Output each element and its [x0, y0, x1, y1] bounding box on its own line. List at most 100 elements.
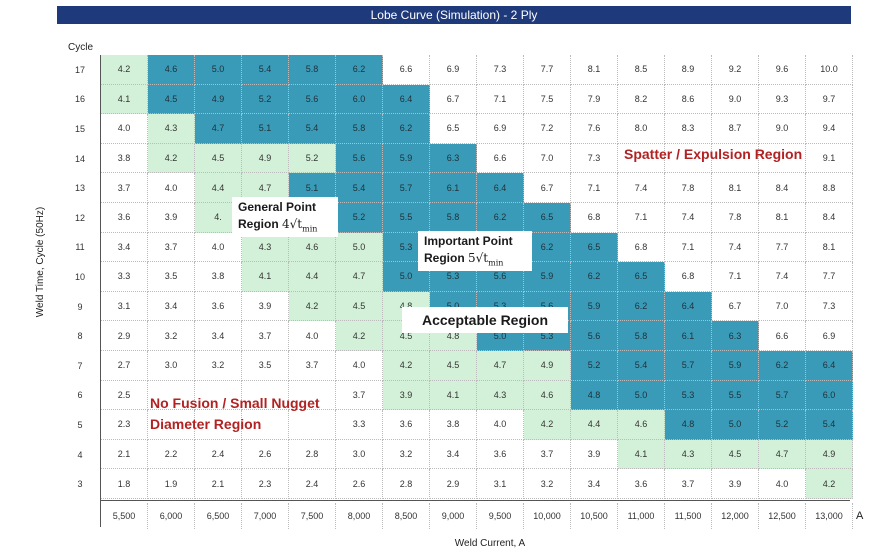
x-tick-label: 11,500 [665, 503, 712, 529]
heatmap-cell: 8.9 [665, 55, 712, 85]
heatmap-cell: 5.4 [242, 55, 289, 85]
heatmap-cell: 5.8 [430, 203, 477, 233]
heatmap-cell: 7.6 [571, 114, 618, 144]
important-formula-sub: min [488, 258, 504, 268]
heatmap-cell: 5.2 [759, 410, 806, 440]
heatmap-cell: 5.5 [383, 203, 430, 233]
heatmap-cell: 5.9 [383, 143, 430, 174]
x-tick-label: 8,000 [336, 503, 383, 529]
heatmap-cell: 8.5 [618, 55, 665, 85]
heatmap-cell: 4.2 [148, 143, 195, 174]
heatmap-cell: 3.0 [336, 439, 383, 470]
heatmap-cell: 3.5 [242, 351, 289, 381]
y-tick-label: 4 [77, 449, 83, 460]
heatmap-cell: 6.1 [430, 173, 477, 203]
heatmap-cell: 7.1 [712, 262, 759, 292]
heatmap-cell: 7.4 [712, 232, 759, 263]
heatmap-cell: 9.1 [806, 143, 853, 174]
important-point-region-label: Important Point Region 5√tmin [418, 231, 532, 271]
heatmap-cell: 2.9 [430, 469, 477, 499]
heatmap-cell: 5.8 [289, 55, 336, 85]
heatmap-cell: 9.6 [759, 55, 806, 85]
heatmap-cell: 6.8 [618, 232, 665, 263]
heatmap-cell: 7.8 [712, 203, 759, 233]
heatmap-cell: 3.6 [477, 439, 524, 470]
heatmap-cell: 7.3 [806, 291, 853, 322]
heatmap-cell: 4.2 [806, 469, 853, 499]
heatmap-cell: 2.1 [101, 439, 148, 470]
heatmap-cell: 6.5 [571, 232, 618, 263]
heatmap-cell: 4.0 [148, 173, 195, 203]
heatmap-cell: 2.8 [383, 469, 430, 499]
heatmap-cell: 4.0 [336, 351, 383, 381]
heatmap-cell: 3.8 [430, 410, 477, 440]
heatmap-cell: 4.6 [524, 380, 571, 411]
heatmap-cell: 3.2 [148, 321, 195, 351]
x-tick-label: 8,500 [383, 503, 430, 529]
heatmap-cell: 5.4 [806, 410, 853, 440]
heatmap-cell [618, 143, 665, 174]
heatmap-cell: 4.6 [289, 232, 336, 263]
heatmap-cell: 3.1 [477, 469, 524, 499]
heatmap-cell: 4.9 [524, 351, 571, 381]
x-tick-label: 13,000 [806, 503, 853, 529]
heatmap-cell: 6.0 [806, 380, 853, 411]
heatmap-cell: 3.7 [101, 173, 148, 203]
heatmap-cell: 4.7 [195, 114, 242, 144]
heatmap-cell: 3.6 [195, 291, 242, 322]
heatmap-cell: 4.5 [430, 351, 477, 381]
general-formula-sub: min [302, 224, 318, 234]
heatmap-cell: 9.4 [806, 114, 853, 144]
y-tick-label: 7 [77, 360, 83, 371]
heatmap-cell: 2.1 [195, 469, 242, 499]
heatmap-cell: 4.3 [665, 439, 712, 470]
heatmap-cell: 6.7 [430, 84, 477, 115]
heatmap-cell: 6.9 [477, 114, 524, 144]
heatmap-cell: 9.0 [712, 84, 759, 115]
heatmap-cell: 2.9 [101, 321, 148, 351]
heatmap-cell: 4.3 [242, 232, 289, 263]
heatmap-cell: 7.4 [665, 203, 712, 233]
heatmap-cell: 6.7 [524, 173, 571, 203]
heatmap-cell: 7.3 [571, 143, 618, 174]
heatmap-cell [242, 380, 289, 411]
heatmap-cell: 6.2 [383, 114, 430, 144]
y-tick-label: 16 [74, 94, 85, 105]
heatmap-cell: 7.1 [665, 232, 712, 263]
heatmap-cell: 5.1 [242, 114, 289, 144]
heatmap-cell: 6.9 [430, 55, 477, 85]
heatmap-cell: 3.9 [242, 291, 289, 322]
y-tick-label: 8 [77, 331, 83, 342]
heatmap-cell: 4.7 [477, 351, 524, 381]
heatmap-cell: 3.7 [336, 380, 383, 411]
heatmap-cell: 7.0 [759, 291, 806, 322]
heatmap-cell: 2.5 [101, 380, 148, 411]
heatmap-cell: 3.6 [101, 203, 148, 233]
heatmap-cell: 3.4 [148, 291, 195, 322]
heatmap-cell: 5.8 [618, 321, 665, 351]
heatmap-cell: 3.7 [242, 321, 289, 351]
heatmap-cell: 8.0 [618, 114, 665, 144]
heatmap-cell: 8.8 [806, 173, 853, 203]
heatmap-cell: 3.4 [195, 321, 242, 351]
heatmap-cell: 8.1 [806, 232, 853, 263]
heatmap-cell: 7.1 [477, 84, 524, 115]
heatmap-cell: 6.4 [383, 84, 430, 115]
heatmap-cell: 4.0 [195, 232, 242, 263]
heatmap-cell: 4.6 [148, 55, 195, 85]
heatmap-cell: 6.6 [383, 55, 430, 85]
heatmap-cell: 4.0 [101, 114, 148, 144]
general-line2: Region 4√tmin [238, 216, 332, 237]
heatmap-cell [759, 143, 806, 174]
general-formula-main: 4√t [282, 217, 303, 231]
heatmap-cell [665, 143, 712, 174]
heatmap-cell: 7.9 [571, 84, 618, 115]
heatmap-cell: 8.1 [759, 203, 806, 233]
general-line1: General Point [238, 200, 317, 214]
heatmap-cell: 6.5 [524, 203, 571, 233]
heatmap-cell: 4.5 [148, 84, 195, 115]
heatmap-cell: 5.8 [336, 114, 383, 144]
general-line2-text: Region [238, 217, 279, 231]
y-tick-label: 17 [74, 64, 85, 75]
